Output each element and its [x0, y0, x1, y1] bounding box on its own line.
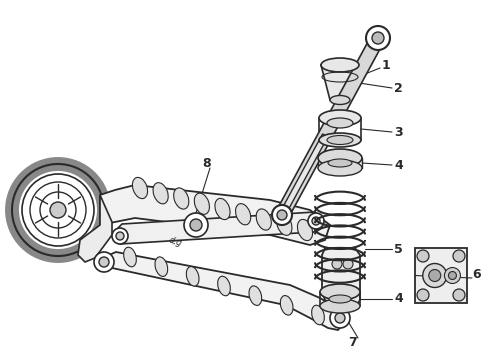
Text: 2: 2: [394, 81, 403, 95]
Polygon shape: [100, 252, 345, 330]
Ellipse shape: [218, 276, 230, 296]
Ellipse shape: [155, 257, 168, 276]
Ellipse shape: [327, 118, 353, 128]
Circle shape: [190, 219, 202, 231]
Text: 7: 7: [347, 337, 356, 350]
Bar: [415, 248, 467, 303]
Ellipse shape: [132, 177, 147, 199]
Polygon shape: [78, 195, 112, 262]
Circle shape: [343, 287, 353, 297]
Circle shape: [335, 313, 345, 323]
Circle shape: [332, 287, 342, 297]
Ellipse shape: [319, 110, 361, 126]
Circle shape: [272, 205, 292, 225]
Polygon shape: [321, 65, 359, 100]
Circle shape: [277, 210, 287, 220]
Circle shape: [332, 259, 342, 269]
Text: d,g: d,g: [167, 236, 183, 248]
Text: 4: 4: [394, 292, 403, 306]
Circle shape: [453, 289, 465, 301]
Text: 6: 6: [472, 269, 481, 282]
Circle shape: [417, 289, 429, 301]
Text: 5: 5: [394, 243, 403, 256]
Circle shape: [184, 213, 208, 237]
Circle shape: [423, 264, 447, 288]
Circle shape: [343, 259, 353, 269]
Ellipse shape: [280, 296, 293, 315]
Circle shape: [429, 270, 441, 282]
Polygon shape: [276, 35, 384, 218]
Ellipse shape: [277, 214, 292, 235]
Circle shape: [448, 271, 457, 279]
Ellipse shape: [330, 95, 350, 104]
Polygon shape: [116, 212, 320, 244]
Text: 4: 4: [394, 158, 403, 171]
Circle shape: [50, 202, 66, 218]
Ellipse shape: [321, 58, 359, 72]
Ellipse shape: [297, 219, 313, 240]
Ellipse shape: [318, 149, 362, 167]
Text: 8: 8: [203, 157, 211, 170]
Ellipse shape: [256, 209, 271, 230]
Circle shape: [453, 250, 465, 262]
Circle shape: [417, 250, 429, 262]
Ellipse shape: [320, 299, 360, 313]
Text: 1: 1: [382, 59, 391, 72]
Circle shape: [112, 228, 128, 244]
Ellipse shape: [318, 160, 362, 176]
Circle shape: [116, 232, 124, 240]
Ellipse shape: [328, 159, 352, 167]
Circle shape: [312, 217, 320, 225]
Polygon shape: [322, 248, 360, 308]
Ellipse shape: [153, 183, 168, 204]
Ellipse shape: [319, 133, 361, 147]
Circle shape: [372, 32, 384, 44]
Circle shape: [308, 213, 324, 229]
Ellipse shape: [320, 284, 360, 300]
Ellipse shape: [186, 266, 199, 286]
Polygon shape: [279, 134, 328, 216]
Text: 3: 3: [394, 126, 403, 139]
Circle shape: [99, 257, 109, 267]
Circle shape: [94, 252, 114, 272]
Polygon shape: [100, 185, 330, 245]
Ellipse shape: [173, 188, 189, 209]
Ellipse shape: [215, 198, 230, 220]
Circle shape: [12, 164, 104, 256]
Circle shape: [330, 308, 350, 328]
Ellipse shape: [327, 135, 353, 144]
Ellipse shape: [329, 295, 351, 303]
Circle shape: [444, 267, 461, 284]
Ellipse shape: [195, 193, 209, 214]
Circle shape: [366, 26, 390, 50]
Ellipse shape: [123, 247, 136, 267]
Ellipse shape: [236, 204, 251, 225]
Ellipse shape: [312, 305, 324, 325]
Ellipse shape: [249, 286, 262, 305]
